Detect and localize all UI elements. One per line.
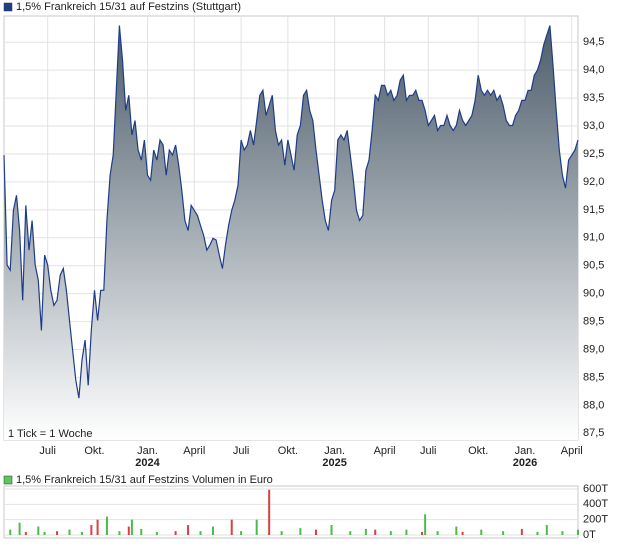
x-tick-label: Juli — [233, 445, 250, 457]
volume-bar — [56, 531, 59, 535]
volume-bar — [461, 531, 464, 535]
volume-bar — [374, 529, 377, 535]
volume-bar — [536, 531, 539, 535]
volume-bar — [43, 531, 46, 535]
volume-bar — [421, 531, 424, 535]
x-tick-label: Juli — [420, 445, 437, 457]
volume-bar — [68, 529, 71, 535]
legend-label: 1,5% Frankreich 15/31 auf Festzins (Stut… — [16, 1, 241, 13]
y-tick-label: 400T — [583, 498, 608, 510]
y-tick-label: 91,0 — [583, 232, 604, 244]
volume-bar — [255, 519, 258, 535]
volume-bar — [240, 531, 243, 535]
legend-swatch — [3, 475, 13, 485]
volume-bar — [314, 529, 317, 535]
volume-bar — [118, 531, 121, 535]
annotation: 1 Tick = 1 Woche — [8, 428, 92, 440]
volume-bar — [268, 489, 271, 535]
volume-bar — [280, 531, 283, 535]
volume-bar — [24, 531, 27, 535]
price-area — [4, 25, 578, 440]
x-tick-label: April — [561, 445, 583, 457]
volume-bar — [330, 525, 333, 535]
volume-bar — [96, 519, 99, 535]
volume-bar — [140, 528, 143, 535]
x-tick-label: Juli — [39, 445, 56, 457]
y-tick-label: 88,5 — [583, 371, 604, 383]
volume-bar — [364, 528, 367, 535]
y-tick-label: 90,5 — [583, 260, 604, 272]
x-tick-label: Jan. — [324, 445, 345, 457]
volume-bar — [80, 531, 83, 535]
volume-bar — [424, 514, 427, 535]
x-tick-label: Jan. — [515, 445, 536, 457]
legend-swatch — [3, 2, 13, 12]
x-tick-label: Jan. — [137, 445, 158, 457]
x-tick-label: Okt. — [84, 445, 104, 457]
y-tick-label: 200T — [583, 514, 608, 526]
volume-bar — [502, 531, 505, 535]
y-tick-label: 93,0 — [583, 120, 604, 132]
volume-bar — [9, 529, 12, 535]
volume-bar — [561, 531, 564, 535]
volume-bar — [130, 519, 133, 535]
volume-bar — [455, 526, 458, 535]
x-year-label: 2025 — [322, 457, 346, 469]
volume-bar — [199, 531, 202, 535]
volume-bar — [187, 525, 190, 535]
x-tick-label: Okt. — [468, 445, 488, 457]
x-year-label: 2026 — [513, 457, 537, 469]
x-year-label: 2024 — [135, 457, 160, 469]
x-tick-label: Okt. — [278, 445, 298, 457]
y-tick-label: 87,5 — [583, 427, 604, 439]
volume-bar — [520, 528, 523, 535]
y-tick-label: 94,5 — [583, 36, 604, 48]
volume-bar — [155, 531, 158, 535]
volume-bar — [174, 531, 177, 535]
x-tick-label: April — [183, 445, 205, 457]
volume-bar — [127, 526, 130, 535]
y-tick-label: 0T — [583, 529, 596, 541]
y-tick-label: 88,0 — [583, 399, 604, 411]
y-tick-label: 92,5 — [583, 148, 604, 160]
legend-label: 1,5% Frankreich 15/31 auf Festzins Volum… — [16, 474, 273, 486]
volume-bar — [299, 528, 302, 535]
y-tick-label: 89,5 — [583, 315, 604, 327]
volume-bar — [90, 525, 93, 535]
volume-bar — [389, 531, 392, 535]
volume-bar — [349, 531, 352, 535]
volume-bar — [105, 516, 108, 535]
x-tick-label: April — [374, 445, 396, 457]
y-tick-label: 600T — [583, 483, 608, 495]
y-tick-label: 94,0 — [583, 64, 604, 76]
volume-bar — [577, 529, 579, 535]
volume-bar — [212, 526, 215, 535]
y-tick-label: 91,5 — [583, 204, 604, 216]
volume-bar — [37, 526, 40, 535]
volume-bar — [18, 522, 21, 535]
plot-frame — [3, 485, 579, 539]
volume-bar — [405, 529, 408, 535]
volume-bar — [480, 529, 483, 535]
volume-bar — [230, 519, 233, 535]
volume-bar — [436, 531, 439, 535]
volume-bar — [545, 525, 548, 535]
price-line — [3, 25, 579, 399]
y-tick-label: 89,0 — [583, 343, 604, 355]
y-tick-label: 92,0 — [583, 176, 604, 188]
y-tick-label: 93,5 — [583, 92, 604, 104]
y-tick-label: 90,0 — [583, 288, 604, 300]
